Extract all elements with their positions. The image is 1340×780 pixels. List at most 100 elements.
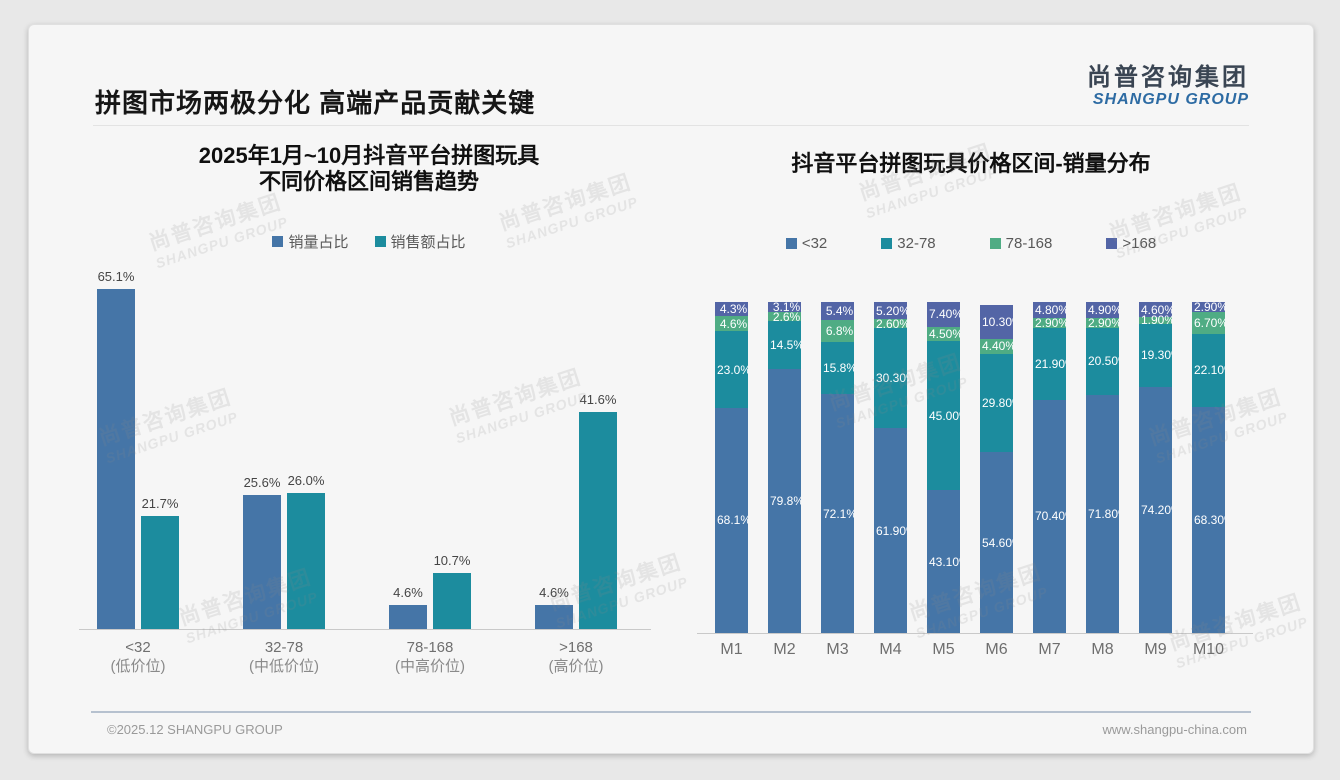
- bar-销售额占比-<32[interactable]: [141, 516, 179, 629]
- legend-swatch: [785, 238, 797, 249]
- stacked-bar-M5[interactable]: 43.10% 45.00% 4.50% 7.40%: [927, 302, 960, 633]
- segment-label: 71.80%: [1088, 507, 1119, 521]
- segment-label: 2.90%: [1194, 302, 1225, 314]
- stacked-bar-M7[interactable]: 70.40% 21.90% 2.90%4.80%: [1033, 302, 1066, 633]
- segment-label: 74.20%: [1141, 503, 1172, 517]
- category-label-<32: <32 (低价位): [97, 638, 179, 676]
- bar-segment-32-78[interactable]: [874, 327, 907, 429]
- bar-segment-<32[interactable]: [1192, 406, 1225, 633]
- bar-segment-<32[interactable]: [980, 452, 1013, 633]
- footer-divider: [91, 711, 1251, 713]
- bar-segment-<32[interactable]: [927, 490, 960, 633]
- segment-label: 72.1%: [823, 507, 854, 521]
- bar-segment-78-168[interactable]: [874, 319, 907, 328]
- bar-segment-78-168[interactable]: [1192, 311, 1225, 334]
- bar-value-label: 25.6%: [243, 475, 281, 490]
- bar-segment-<32[interactable]: [715, 407, 748, 633]
- segment-label: 29.80%: [982, 396, 1013, 410]
- legend-item-78-168[interactable]: 78-168: [989, 235, 1052, 252]
- bar-销量占比-32-78[interactable]: [243, 495, 281, 629]
- bar-segment-32-78[interactable]: [1033, 327, 1066, 400]
- legend-item->168[interactable]: >168: [1106, 235, 1156, 252]
- legend-item-销售额占比[interactable]: 销售额占比: [374, 231, 466, 252]
- stacked-bar-M6[interactable]: 54.60% 29.80% 4.40% 10.30%: [980, 305, 1013, 633]
- bar-segment-78-168[interactable]: [927, 326, 960, 342]
- bar-segment->168[interactable]: [980, 305, 1013, 340]
- bar-segment-32-78[interactable]: [715, 331, 748, 408]
- bar-segment->168[interactable]: [927, 302, 960, 327]
- legend-item-销量占比[interactable]: 销量占比: [272, 231, 349, 252]
- segment-label: 7.40%: [929, 307, 960, 321]
- segment-label: 4.90%: [1088, 303, 1119, 317]
- bar-segment-78-168[interactable]: [980, 339, 1013, 354]
- bar-销售额占比->168[interactable]: [579, 412, 617, 629]
- bar-segment-78-168[interactable]: [715, 316, 748, 332]
- left-plot: 65.1% 21.7% 25.6% 26.0% 4.6% 10.7% 4.6% 41.6%: [97, 269, 617, 629]
- stacked-bar-M1[interactable]: 68.1% 23.0% 4.6% 4.3%: [715, 302, 748, 633]
- bar-segment-32-78[interactable]: [927, 341, 960, 491]
- segment-label: 5.4%: [825, 304, 854, 318]
- bar-segment-<32[interactable]: [1033, 399, 1066, 633]
- bar-segment-32-78[interactable]: [1139, 323, 1172, 388]
- stacked-bar-M8[interactable]: 71.80% 20.50% 2.90%4.90%: [1086, 302, 1119, 633]
- legend-label: 销量占比: [288, 234, 349, 251]
- left-chart-legend: 销量占比 销售额占比: [139, 231, 599, 252]
- segment-label: 3.1%: [772, 302, 801, 314]
- bar-销量占比-78-168[interactable]: [389, 605, 427, 629]
- bar-segment->168[interactable]: [1033, 302, 1066, 318]
- bar-group-32-78: 25.6% 26.0%: [243, 289, 325, 629]
- right-axis-line: [697, 633, 1253, 634]
- bar-segment-<32[interactable]: [768, 368, 801, 633]
- bar-segment-<32[interactable]: [874, 428, 907, 633]
- segment-label: 30.30%: [876, 371, 907, 385]
- stacked-bar-M4[interactable]: 61.90% 30.30% 2.60%5.20%: [874, 302, 907, 633]
- bar-segment-78-168[interactable]: [1086, 317, 1119, 328]
- stacked-bar-M10[interactable]: 68.30% 22.10% 6.70% 2.90%: [1192, 302, 1225, 633]
- stacked-bar-M2[interactable]: 79.8% 14.5% 2.6% 3.1%: [768, 302, 801, 633]
- stacked-bar-M9[interactable]: 74.20% 19.30% 1.90%4.60%: [1139, 302, 1172, 633]
- bar-segment-32-78[interactable]: [1086, 327, 1119, 396]
- watermark-line2: SHANGPU GROUP: [1113, 203, 1251, 262]
- stacked-bar-M3[interactable]: 72.1% 15.8% 6.8% 5.4%: [821, 302, 854, 633]
- bar-segment->168[interactable]: [874, 302, 907, 320]
- category-label: >168: [559, 639, 593, 656]
- bar-segment-78-168[interactable]: [1139, 317, 1172, 324]
- bar-segment-78-168[interactable]: [1033, 317, 1066, 328]
- bar-segment-32-78[interactable]: [980, 353, 1013, 453]
- bar-销量占比-<32[interactable]: [97, 289, 135, 629]
- segment-label: 43.10%: [929, 555, 960, 569]
- bar-销售额占比-32-78[interactable]: [287, 493, 325, 629]
- bar-segment-<32[interactable]: [821, 394, 854, 633]
- bar-segment-<32[interactable]: [1139, 387, 1172, 633]
- bar-segment-78-168[interactable]: [768, 312, 801, 321]
- logo-english: SHANGPU GROUP: [1092, 91, 1249, 109]
- bar-segment->168[interactable]: [768, 302, 801, 313]
- bar-segment-32-78[interactable]: [1192, 333, 1225, 407]
- left-chart-title: 2025年1月~10月抖音平台拼图玩具 不同价格区间销售趋势: [139, 143, 599, 195]
- bar-segment-<32[interactable]: [1086, 395, 1119, 633]
- segment-label: 20.50%: [1088, 354, 1119, 368]
- month-label-M1: M1: [720, 641, 743, 658]
- legend-swatch: [881, 238, 893, 249]
- category-sublabel: (中低价位): [249, 658, 319, 675]
- segment-label: 68.1%: [717, 513, 748, 527]
- left-axis-line: [79, 629, 651, 630]
- legend-item-<32[interactable]: <32: [785, 235, 827, 252]
- bar-销售额占比-78-168[interactable]: [433, 573, 471, 629]
- segment-label: 54.60%: [982, 536, 1013, 550]
- segment-label: 4.80%: [1035, 303, 1066, 317]
- bar-segment-32-78[interactable]: [821, 342, 854, 395]
- month-label-M3: M3: [826, 641, 849, 658]
- bar-segment->168[interactable]: [821, 302, 854, 320]
- bar-segment->168[interactable]: [1139, 302, 1172, 318]
- bar-segment->168[interactable]: [715, 302, 748, 317]
- bar-slot: 4.6%: [389, 289, 427, 629]
- page-title: 拼图市场两极分化 高端产品贡献关键: [95, 88, 536, 118]
- bar-segment->168[interactable]: [1192, 302, 1225, 312]
- legend-item-32-78[interactable]: 32-78: [881, 235, 936, 252]
- bar-segment-32-78[interactable]: [768, 320, 801, 369]
- bar-segment->168[interactable]: [1086, 302, 1119, 318]
- bar-销量占比->168[interactable]: [535, 605, 573, 629]
- bar-segment-78-168[interactable]: [821, 319, 854, 343]
- right-category-labels: M1 M2 M3 M4 M5 M6 M7 M8 M9 M10: [715, 641, 1225, 659]
